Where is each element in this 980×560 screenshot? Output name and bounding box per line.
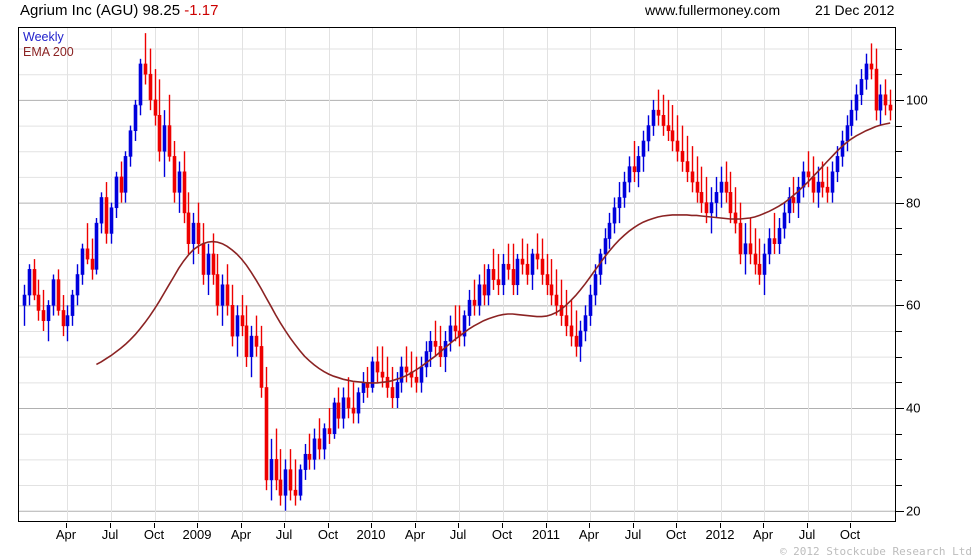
y-axis-tick bbox=[896, 356, 902, 358]
y-axis-tick bbox=[896, 305, 904, 307]
x-axis-tick bbox=[763, 523, 764, 528]
legend-item-weekly: Weekly bbox=[23, 30, 64, 44]
x-axis-tick bbox=[415, 523, 416, 528]
y-axis-tick bbox=[896, 151, 902, 153]
chart-header: Agrium Inc (AGU) 98.25 -1.17 www.fullerm… bbox=[0, 0, 980, 26]
x-axis-label: Apr bbox=[55, 527, 77, 542]
x-axis: Apr Jul Oct 2009 Apr Jul Oct 2010 Apr Jul Oct 2011 A… bbox=[18, 523, 896, 547]
y-axis-label: 60 bbox=[906, 297, 921, 313]
x-axis-tick bbox=[502, 523, 503, 528]
x-axis-label: Oct bbox=[317, 527, 339, 542]
x-axis-tick bbox=[850, 523, 851, 528]
y-axis-tick bbox=[896, 48, 902, 50]
x-axis-label: Apr bbox=[752, 527, 774, 542]
x-axis-tick bbox=[720, 523, 721, 528]
x-axis-label: 2010 bbox=[356, 527, 386, 542]
x-axis-label: Oct bbox=[839, 527, 861, 542]
x-axis-tick bbox=[284, 523, 285, 528]
y-axis-tick bbox=[896, 125, 902, 127]
chart-legend: Weekly EMA 200 bbox=[23, 30, 74, 60]
x-axis-label: Jul bbox=[449, 527, 467, 542]
x-axis-label: Jul bbox=[275, 527, 293, 542]
y-axis-label: 40 bbox=[906, 400, 921, 416]
chart-date: 21 Dec 2012 bbox=[815, 2, 895, 18]
last-price: 98.25 bbox=[142, 2, 181, 19]
x-axis-label: Jul bbox=[798, 527, 816, 542]
x-axis-label: 2011 bbox=[532, 527, 560, 542]
x-axis-tick bbox=[589, 523, 590, 528]
x-axis-label: Apr bbox=[578, 527, 600, 542]
y-axis-tick bbox=[896, 382, 902, 384]
y-axis-label: 80 bbox=[906, 195, 921, 211]
website-label: www.fullermoney.com bbox=[645, 2, 781, 18]
y-axis-tick bbox=[896, 510, 904, 512]
y-axis-tick bbox=[896, 176, 902, 178]
x-axis-tick bbox=[676, 523, 677, 528]
y-axis-tick bbox=[896, 408, 904, 410]
x-axis-tick bbox=[807, 523, 808, 528]
y-axis-tick bbox=[896, 228, 902, 230]
legend-item-ema200: EMA 200 bbox=[23, 45, 74, 59]
y-axis-tick bbox=[896, 202, 904, 204]
x-axis-tick bbox=[633, 523, 634, 528]
candlestick-canvas bbox=[19, 28, 895, 521]
x-axis-label: Oct bbox=[491, 527, 513, 542]
x-axis-label: Apr bbox=[404, 527, 426, 542]
copyright-notice: © 2012 Stockcube Research Ltd bbox=[779, 545, 972, 558]
y-axis-tick bbox=[896, 279, 902, 281]
y-axis-tick bbox=[896, 74, 902, 76]
x-axis-label: 2009 bbox=[182, 527, 212, 542]
x-axis-label: Jul bbox=[101, 527, 119, 542]
x-axis-label: Jul bbox=[624, 527, 642, 542]
plot-area[interactable]: Weekly EMA 200 bbox=[18, 27, 896, 522]
x-axis-tick bbox=[241, 523, 242, 528]
instrument-name: Agrium Inc (AGU) bbox=[20, 2, 139, 19]
x-axis-label: Oct bbox=[143, 527, 165, 542]
x-axis-tick bbox=[328, 523, 329, 528]
y-axis-label: 20 bbox=[906, 503, 921, 519]
x-axis-tick bbox=[371, 523, 372, 528]
x-axis-tick bbox=[546, 523, 547, 528]
price-change: -1.17 bbox=[184, 2, 219, 19]
x-axis-tick bbox=[110, 523, 111, 528]
y-axis-tick bbox=[896, 459, 902, 461]
y-axis-tick bbox=[896, 330, 902, 332]
x-axis-tick bbox=[66, 523, 67, 528]
x-axis-label: Apr bbox=[230, 527, 252, 542]
y-axis-tick bbox=[896, 99, 904, 101]
x-axis-label: Oct bbox=[665, 527, 687, 542]
x-axis-tick bbox=[458, 523, 459, 528]
y-axis-label: 100 bbox=[906, 92, 928, 108]
x-axis-tick bbox=[154, 523, 155, 528]
y-axis: 20 40 60 80 100 bbox=[896, 27, 980, 523]
y-axis-tick bbox=[896, 433, 902, 435]
x-axis-label: 2012 bbox=[705, 527, 735, 542]
instrument-title: Agrium Inc (AGU) 98.25 -1.17 bbox=[20, 2, 218, 19]
y-axis-tick bbox=[896, 253, 902, 255]
y-axis-tick bbox=[896, 485, 902, 487]
x-axis-tick bbox=[197, 523, 198, 528]
